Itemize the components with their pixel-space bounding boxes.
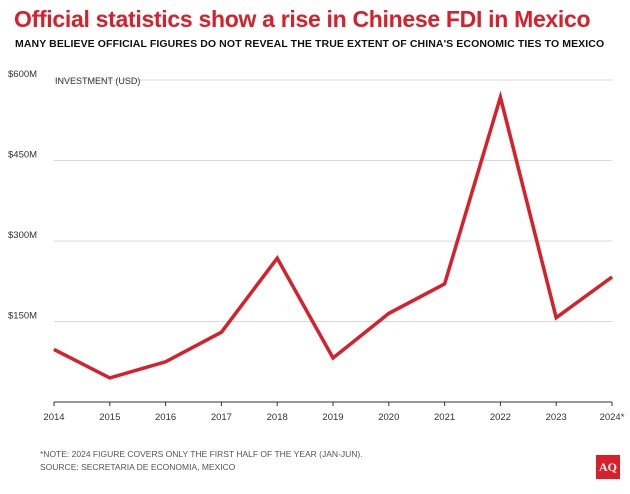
data-point xyxy=(499,96,501,98)
x-tick-label: 2018 xyxy=(267,412,288,423)
footer: *NOTE: 2024 FIGURE COVERS ONLY THE FIRST… xyxy=(40,448,363,474)
series-line xyxy=(53,90,614,380)
x-tick-label: 2016 xyxy=(155,412,176,423)
data-point xyxy=(388,312,390,314)
y-axis: $150M $300M $450M $600M xyxy=(8,69,37,322)
y-tick-label: $600M xyxy=(8,69,37,80)
data-point xyxy=(220,331,222,333)
y-tick-label: $150M xyxy=(8,311,37,322)
x-tick-label: 2019 xyxy=(322,412,343,423)
gridlines xyxy=(54,79,612,322)
data-point xyxy=(444,283,446,285)
x-tick-label: 2014 xyxy=(43,412,64,423)
x-tick-label: 2020 xyxy=(378,412,399,423)
data-point xyxy=(53,348,55,350)
y-tick-label: $450M xyxy=(8,150,37,161)
data-point xyxy=(276,257,278,259)
x-tick-label: 2023 xyxy=(546,412,567,423)
x-axis: 2014 2015 2016 2017 2018 2019 2020 2021 2022 2023… xyxy=(43,401,625,423)
data-point xyxy=(332,357,334,359)
series-group xyxy=(53,90,614,380)
footnote: *NOTE: 2024 FIGURE COVERS ONLY THE FIRST… xyxy=(40,449,363,459)
chart-title: Official statistics show a rise in Chine… xyxy=(14,6,591,32)
data-point xyxy=(109,377,111,379)
x-tick-label: 2015 xyxy=(99,412,120,423)
x-tick-label: 2017 xyxy=(211,412,232,423)
data-point xyxy=(611,276,613,278)
data-point xyxy=(165,361,167,363)
x-tick-label: 2021 xyxy=(434,412,455,423)
x-tick-label: 2024* xyxy=(600,412,625,423)
data-point xyxy=(555,317,557,319)
brand-logo: AQ xyxy=(596,455,620,479)
chart-subtitle: MANY BELIEVE OFFICIAL FIGURES DO NOT REV… xyxy=(15,38,605,50)
y-tick-label: $300M xyxy=(8,230,37,241)
y-axis-label: INVESTMENT (USD) xyxy=(55,76,140,86)
source-note: SOURCE: SECRETARIA DE ECONOMIA, MEXICO xyxy=(40,462,236,472)
x-tick-label: 2022 xyxy=(490,412,511,423)
